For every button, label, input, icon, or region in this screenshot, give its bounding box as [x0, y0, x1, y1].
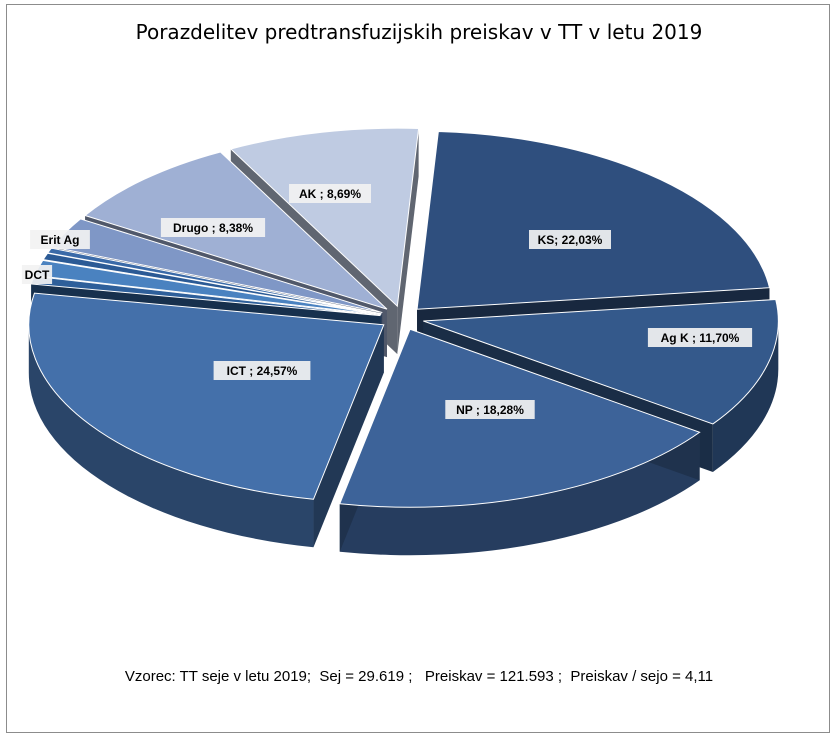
data-label-np: NP ; 18,28% — [456, 403, 524, 417]
data-label-ict: ICT ; 24,57% — [227, 364, 298, 378]
slice-side-ag-k — [712, 320, 779, 472]
label-box-ks — [529, 230, 611, 249]
slice-wall-ict-0 — [313, 324, 384, 548]
slice-side-np — [339, 432, 700, 556]
data-label-erit-ag: Erit Ag — [41, 233, 80, 247]
slice-ak — [229, 127, 420, 308]
slice-ict — [28, 292, 385, 500]
slice-ks — [416, 130, 771, 310]
slice-side-ict — [28, 324, 314, 548]
chart-title: Porazdelitev predtransfuzijskih preiskav… — [135, 20, 703, 44]
data-label-dct: DCT — [25, 268, 50, 282]
label-box-ict — [213, 361, 311, 380]
slice-wall-ak-1 — [397, 128, 419, 355]
label-box-ak — [289, 184, 371, 203]
label-box-dct — [21, 265, 53, 284]
label-box-drugo — [160, 218, 266, 237]
label-box-ag-k — [647, 328, 753, 347]
label-box-erit-ag — [30, 230, 90, 249]
data-label-ak: AK ; 8,69% — [299, 187, 361, 201]
data-label-drugo: Drugo ; 8,38% — [173, 221, 253, 235]
data-label-ag-k: Ag K ; 11,70% — [661, 331, 740, 345]
data-label-ks: KS; 22,03% — [538, 233, 603, 247]
label-box-np — [445, 400, 535, 419]
chart-footer-note: Vzorec: TT seje v letu 2019; Sej = 29.61… — [124, 668, 714, 685]
